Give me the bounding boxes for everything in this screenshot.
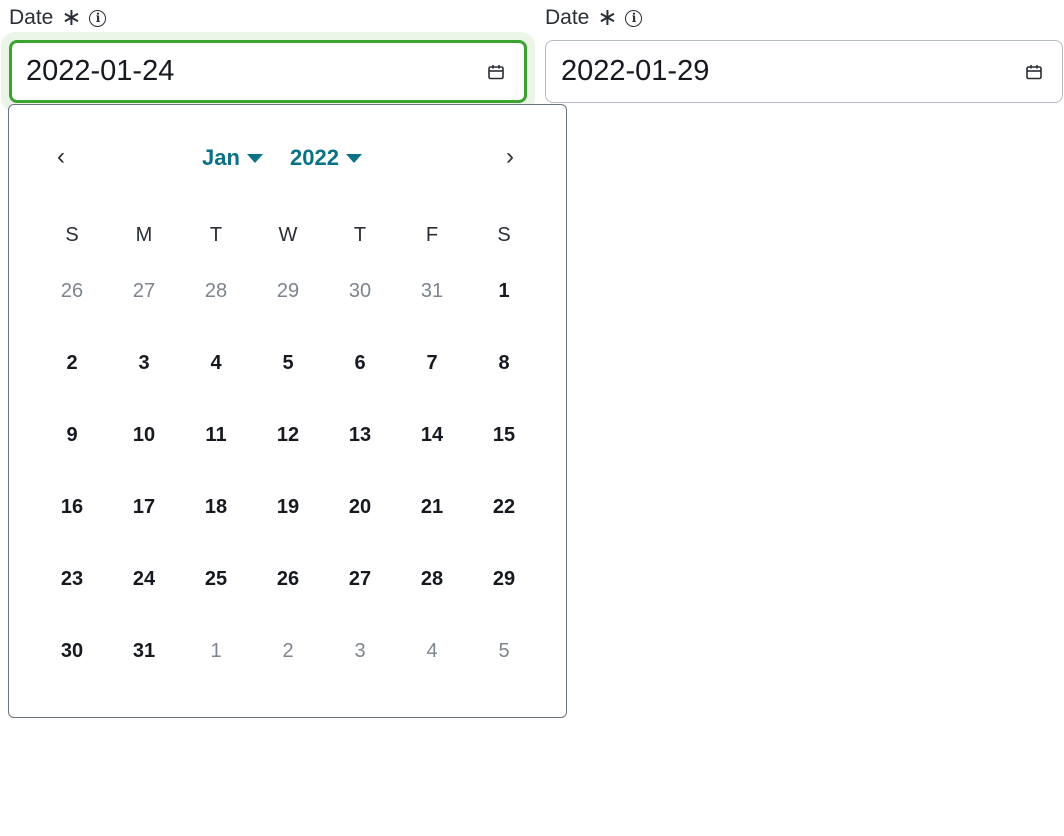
day-cell[interactable]: 16 [60, 495, 84, 518]
day-cell[interactable]: 6 [354, 351, 366, 374]
prev-month-button[interactable]: ‹ [57, 143, 65, 170]
asterisk-icon: ∗ [61, 4, 82, 31]
caret-down-icon [345, 153, 362, 163]
end-date-input[interactable]: 2022-01-29 [545, 40, 1063, 103]
weekday-header: S [65, 223, 79, 246]
next-month-button[interactable]: › [506, 143, 514, 170]
day-cell[interactable]: 27 [348, 567, 372, 590]
day-cell-outside-month[interactable]: 30 [348, 279, 372, 302]
day-cell[interactable]: 20 [348, 495, 372, 518]
day-cell[interactable]: 18 [204, 495, 228, 518]
start-date-value: 2022-01-24 [26, 55, 175, 87]
weekday-header: T [209, 223, 223, 246]
month-select[interactable]: Jan [202, 145, 263, 171]
year-value: 2022 [290, 145, 339, 170]
day-cell[interactable]: 23 [60, 567, 84, 590]
day-cell[interactable]: 7 [426, 351, 438, 374]
day-cell[interactable]: 15 [492, 423, 516, 446]
weekday-header: W [278, 223, 298, 246]
day-cell-outside-month[interactable]: 1 [210, 639, 222, 662]
day-cell[interactable]: 3 [138, 351, 150, 374]
day-cell[interactable]: 26 [276, 567, 300, 590]
caret-down-icon [246, 153, 263, 163]
day-cell[interactable]: 12 [276, 423, 300, 446]
calendar-icon[interactable] [1026, 64, 1042, 79]
day-cell[interactable]: 11 [205, 423, 227, 446]
day-cell[interactable]: 4 [210, 351, 222, 374]
day-cell[interactable]: 14 [420, 423, 444, 446]
day-cell[interactable]: 21 [420, 495, 444, 518]
day-cell[interactable]: 13 [348, 423, 372, 446]
day-cell[interactable]: 29 [492, 567, 516, 590]
day-cell[interactable]: 5 [282, 351, 294, 374]
day-cell-outside-month[interactable]: 29 [276, 279, 300, 302]
day-cell-outside-month[interactable]: 4 [426, 639, 438, 662]
start-date-label: Date ∗ i [9, 4, 107, 31]
day-cell[interactable]: 9 [66, 423, 78, 446]
day-cell-outside-month[interactable]: 3 [354, 639, 366, 662]
weekday-header: S [497, 223, 511, 246]
day-cell-outside-month[interactable]: 2 [282, 639, 294, 662]
end-date-label: Date ∗ i [545, 4, 643, 31]
calendar-popup: ‹ › Jan 2022 S M T W T F S 26 27 28 29 30 31 1 2 3 4 5 6 7 8… [8, 104, 567, 718]
weekday-header: M [135, 223, 153, 246]
day-grid: S M T W T F S 26 27 28 29 30 31 1 2 3 4 5 6 7 8 9 10 11 12 13 14 15… [36, 215, 540, 687]
day-cell[interactable]: 22 [492, 495, 516, 518]
day-cell[interactable]: 19 [276, 495, 300, 518]
day-cell[interactable]: 10 [132, 423, 156, 446]
info-icon[interactable]: i [625, 9, 643, 27]
day-cell-outside-month[interactable]: 28 [204, 279, 228, 302]
day-cell[interactable]: 31 [132, 639, 156, 662]
end-date-value: 2022-01-29 [561, 55, 710, 87]
day-cell[interactable]: 28 [420, 567, 444, 590]
day-cell-outside-month[interactable]: 26 [60, 279, 84, 302]
day-cell[interactable]: 30 [60, 639, 84, 662]
weekday-header: F [425, 223, 439, 246]
day-cell-outside-month[interactable]: 31 [420, 279, 444, 302]
day-cell[interactable]: 8 [498, 351, 510, 374]
month-value: Jan [202, 145, 240, 170]
calendar-icon[interactable] [488, 64, 504, 79]
day-cell[interactable]: 24 [132, 567, 156, 590]
info-icon[interactable]: i [89, 9, 107, 27]
day-cell[interactable]: 2 [66, 351, 78, 374]
asterisk-icon: ∗ [597, 4, 618, 31]
start-date-input[interactable]: 2022-01-24 [9, 40, 527, 103]
year-select[interactable]: 2022 [290, 145, 362, 171]
day-cell[interactable]: 17 [132, 495, 156, 518]
day-cell-outside-month[interactable]: 27 [132, 279, 156, 302]
label-text: Date [545, 6, 590, 29]
day-cell[interactable]: 25 [204, 567, 228, 590]
weekday-header: T [353, 223, 367, 246]
day-cell-outside-month[interactable]: 5 [498, 639, 510, 662]
day-cell[interactable]: 1 [498, 279, 510, 302]
label-text: Date [9, 6, 54, 29]
